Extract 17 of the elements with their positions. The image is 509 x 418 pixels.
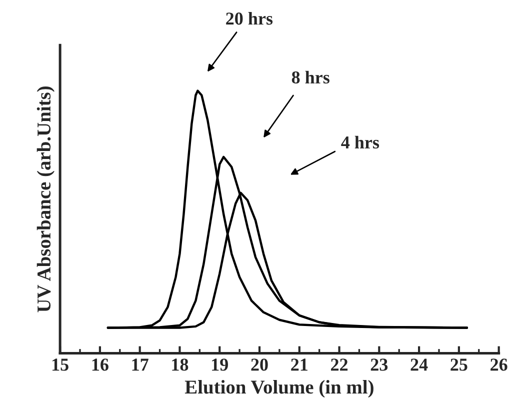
text: 8 hrs [292, 70, 330, 84]
x-tick-label: 26 [490, 358, 508, 371]
x-tick-label: 22 [331, 358, 348, 371]
y-axis-title: UV Absorbance (arb.Units) [36, 86, 55, 312]
x-tick-label: 16 [92, 358, 108, 371]
x-tick-label: 19 [212, 358, 228, 371]
x-tick-label: 21 [291, 358, 308, 371]
x-tick-label: 20 [251, 358, 268, 371]
x-tick-label: 23 [370, 358, 388, 371]
annotation: 4 hrs [341, 136, 380, 149]
text: 20 hrs [226, 12, 273, 25]
x-tick-label: 15 [52, 358, 68, 371]
x-tick-label: 25 [450, 358, 468, 371]
x-tick-label: 18 [172, 358, 188, 371]
x-tick-label: 17 [132, 358, 148, 371]
x-tick-label: 24 [410, 358, 428, 371]
x-axis-title: Elution Volume (in ml) [184, 380, 374, 398]
